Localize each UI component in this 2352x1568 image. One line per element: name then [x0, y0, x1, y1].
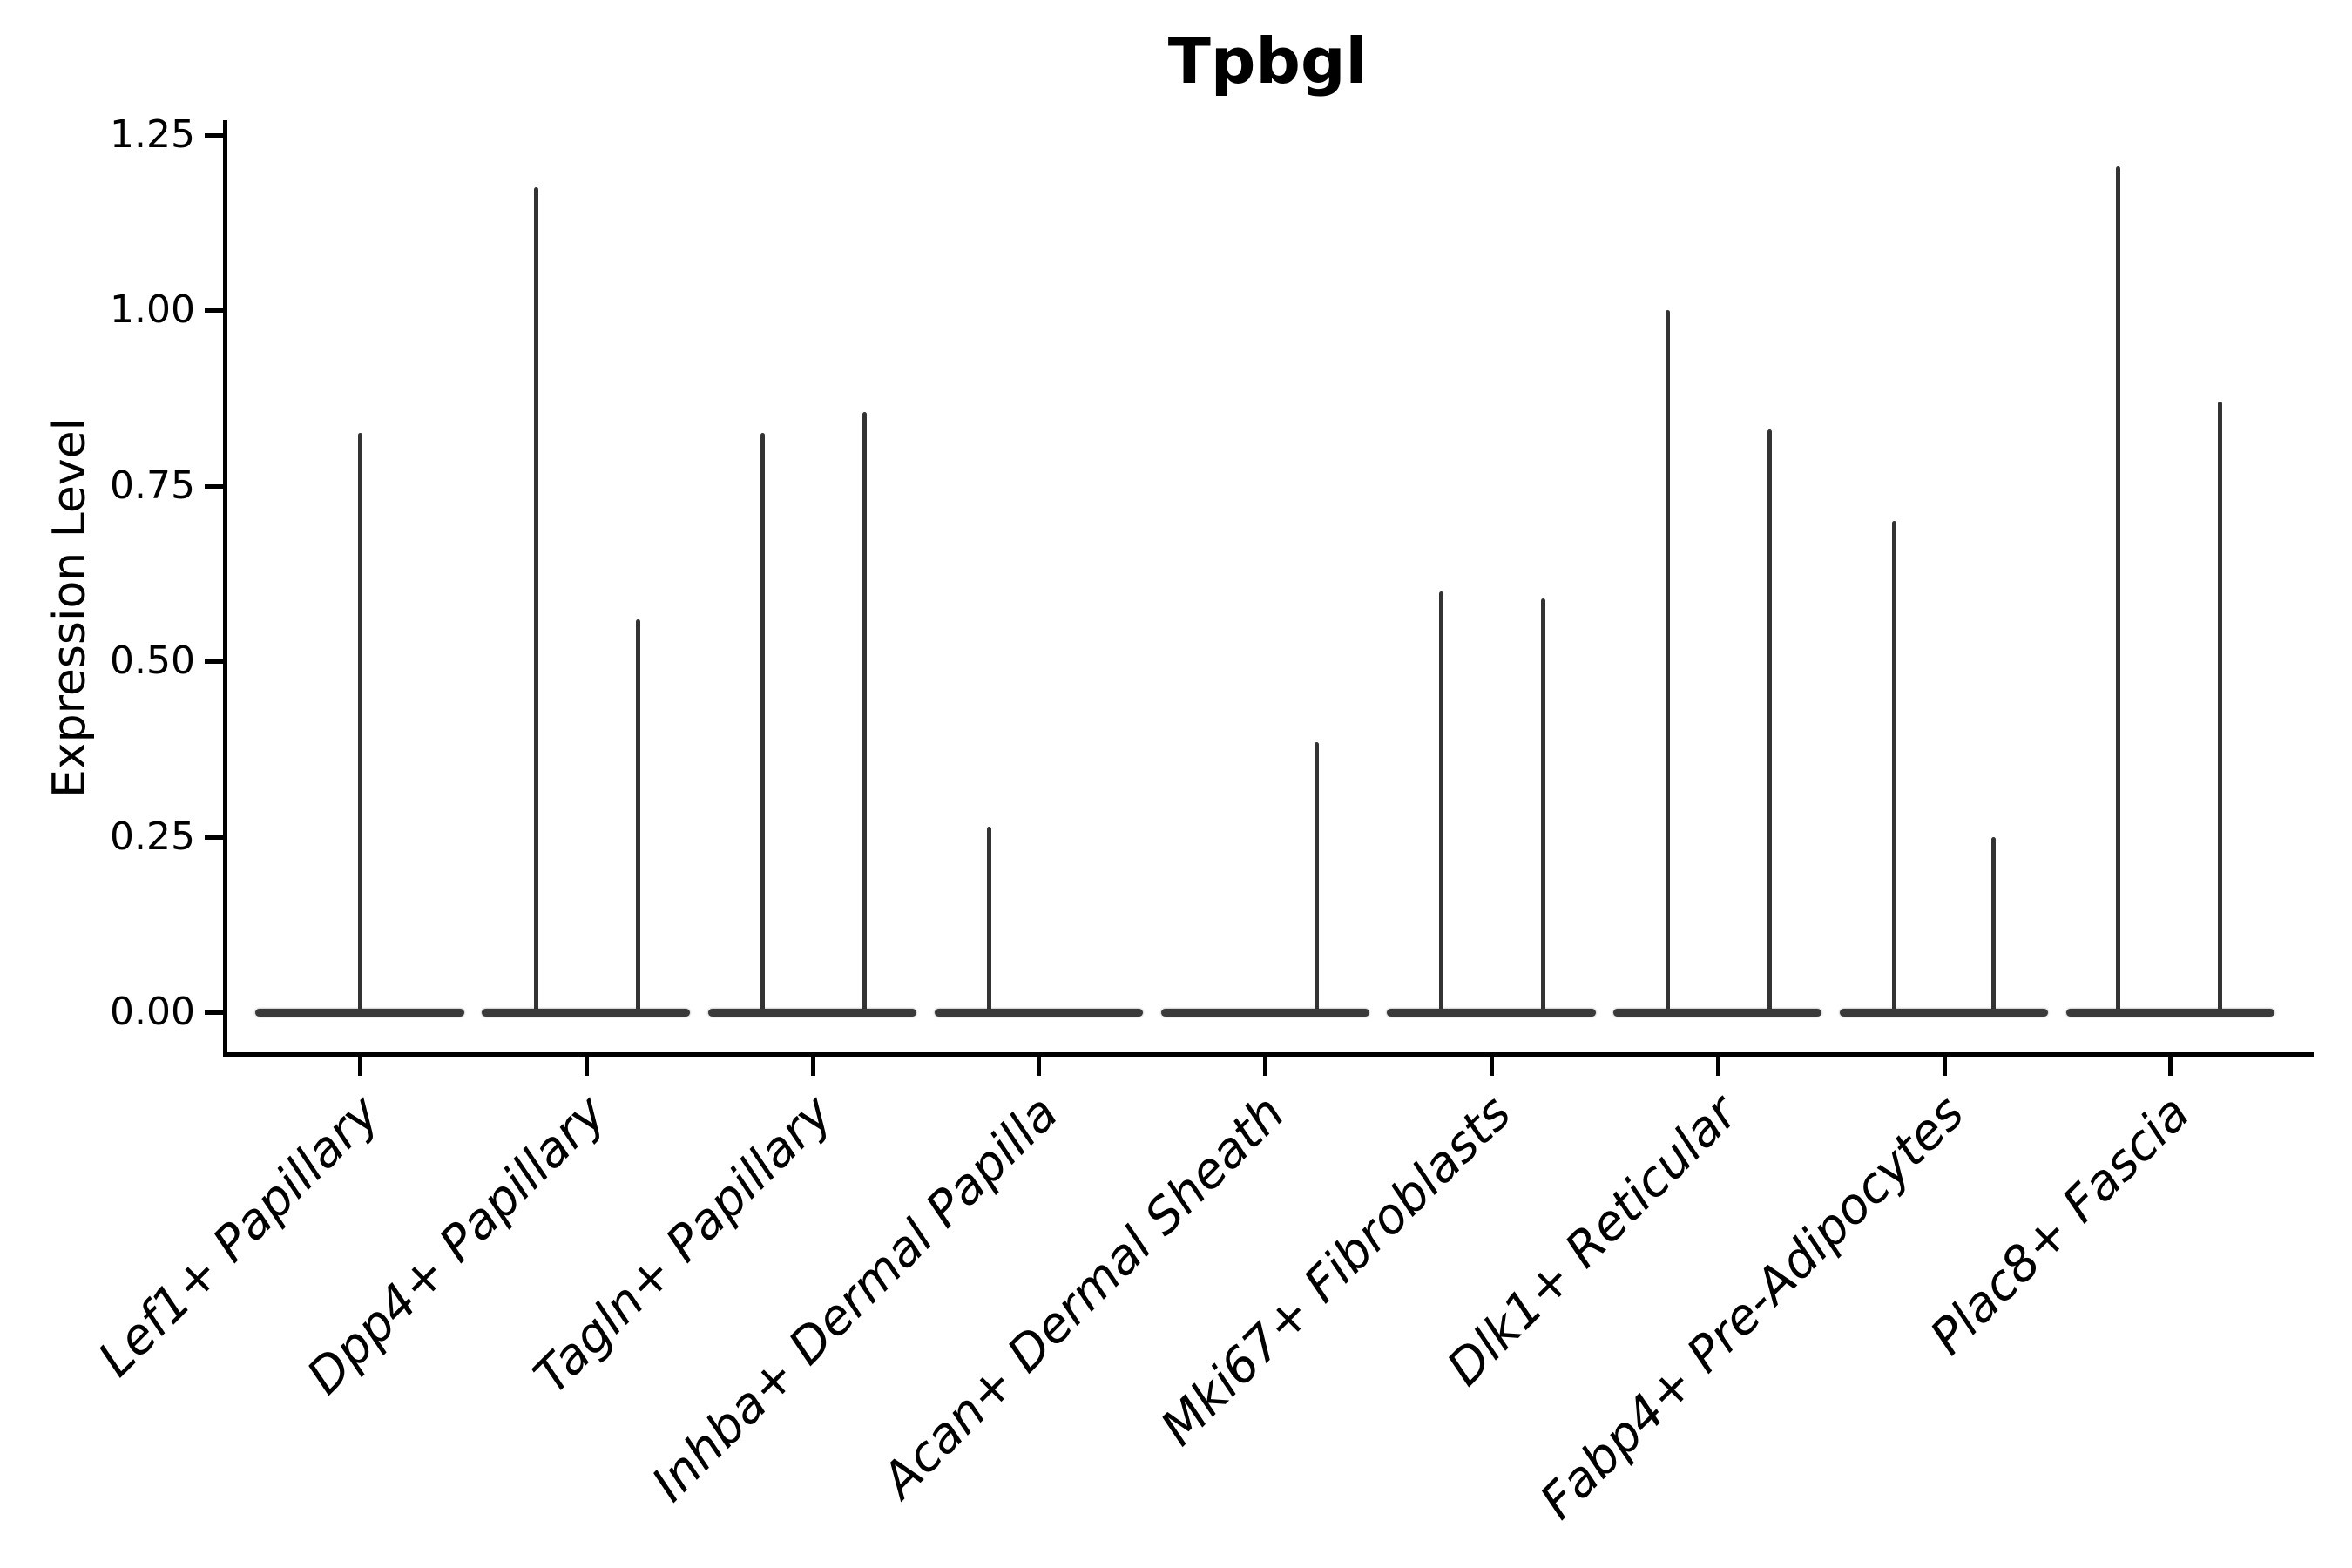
violin-spike — [1666, 310, 1671, 1012]
x-tick — [358, 1055, 362, 1076]
violin-base — [708, 1008, 917, 1017]
violin-base — [1160, 1008, 1369, 1017]
x-tick — [810, 1055, 815, 1076]
y-tick — [205, 308, 224, 314]
x-tick-label: Plac8+ Fascia — [1920, 1085, 2201, 1366]
y-axis-spine — [223, 120, 227, 1056]
violin-spike — [1541, 598, 1546, 1012]
violin-base — [2065, 1008, 2274, 1017]
x-tick — [1942, 1055, 1947, 1076]
violin-spike — [1991, 836, 1997, 1012]
x-tick-label: Fabp4+ Pre-Adipocytes — [1529, 1085, 1975, 1531]
violin-base — [255, 1008, 464, 1017]
violin-spike — [2116, 166, 2121, 1012]
x-tick — [584, 1055, 589, 1076]
y-tick-label: 1.25 — [110, 112, 195, 157]
x-tick-label: Tagln+ Papillary — [523, 1085, 843, 1405]
x-axis-spine — [223, 1052, 2314, 1057]
violin-base — [1613, 1008, 1822, 1017]
y-tick — [205, 659, 224, 665]
y-tick — [205, 133, 224, 138]
violin-base — [482, 1008, 691, 1017]
violin-spike — [760, 433, 765, 1012]
y-tick-label: 0.00 — [110, 990, 195, 1034]
violin-spike — [357, 433, 362, 1012]
chart-title: Tpbgl — [1167, 24, 1368, 98]
y-tick-label: 0.50 — [110, 639, 195, 684]
violin-base — [1840, 1008, 2049, 1017]
x-tick — [1263, 1055, 1268, 1076]
violin-spike — [636, 618, 641, 1012]
x-tick-label: Dpp4+ Papillary — [296, 1085, 618, 1406]
violin-spike — [1439, 591, 1444, 1012]
y-tick — [205, 483, 224, 489]
violin-spike — [986, 826, 991, 1012]
x-tick — [1490, 1055, 1494, 1076]
y-tick-label: 0.25 — [110, 814, 195, 859]
violin-spike — [862, 412, 867, 1012]
y-tick-label: 1.00 — [110, 287, 195, 333]
x-tick-label: Mki67+ Fibroblasts — [1150, 1085, 1523, 1457]
x-tick — [1037, 1055, 1042, 1076]
violin-spike — [534, 187, 539, 1012]
x-tick-label: Inhba+ Dermal Papilla — [641, 1085, 1070, 1513]
x-tick-label: Acan+ Dermal Sheath — [871, 1085, 1296, 1510]
y-tick — [205, 1010, 224, 1015]
x-tick — [1715, 1055, 1720, 1076]
violin-spike — [1767, 429, 1773, 1012]
y-tick-label: 0.75 — [110, 463, 195, 508]
y-tick — [205, 835, 224, 840]
x-tick-label: Dlk1+ Reticular — [1436, 1085, 1749, 1397]
violin-base — [934, 1008, 1143, 1017]
violin-spike — [2218, 402, 2223, 1012]
violin-spike — [1315, 741, 1320, 1012]
x-tick — [2168, 1055, 2173, 1076]
violin-spike — [1891, 521, 1896, 1012]
violin-base — [1387, 1008, 1596, 1017]
